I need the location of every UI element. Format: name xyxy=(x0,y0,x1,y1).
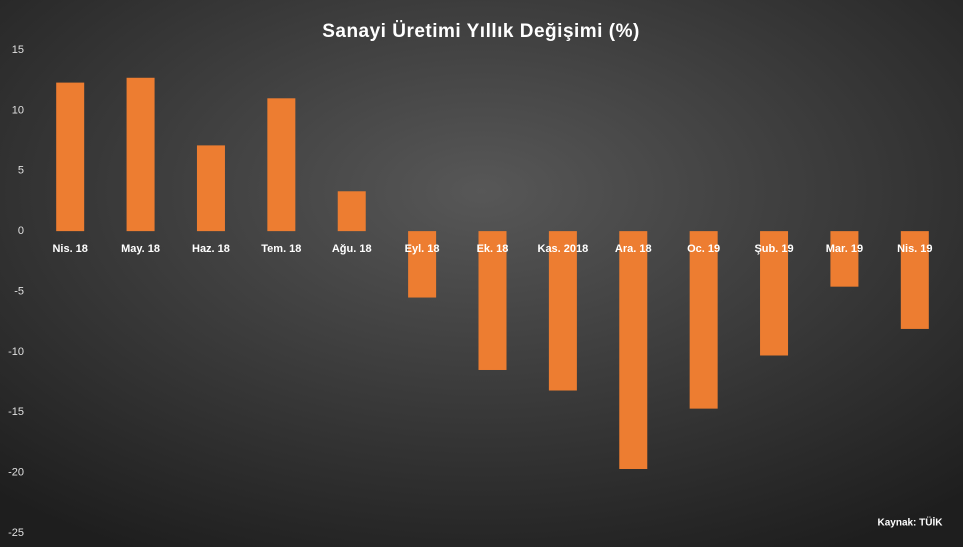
bar xyxy=(408,231,437,298)
y-tick-label: -20 xyxy=(8,467,24,479)
x-tick-label: Oc. 19 xyxy=(687,243,720,255)
x-tick-label: Eyl. 18 xyxy=(405,243,440,255)
y-tick-label: 5 xyxy=(18,165,24,177)
bar xyxy=(760,231,789,356)
chart-title: Sanayi Üretimi Yıllık Değişimi (%) xyxy=(322,21,640,42)
y-tick-label: 15 xyxy=(12,44,24,56)
y-tick-label: -10 xyxy=(8,346,24,358)
y-tick-label: 0 xyxy=(18,225,24,237)
y-tick-label: 10 xyxy=(12,104,24,116)
y-tick-label: -25 xyxy=(8,527,24,539)
y-tick-label: -15 xyxy=(8,406,24,418)
x-tick-label: Ara. 18 xyxy=(615,243,652,255)
bar xyxy=(548,231,577,391)
x-tick-label: Nis. 19 xyxy=(897,243,932,255)
x-tick-label: Nis. 18 xyxy=(52,243,87,255)
bar xyxy=(196,145,225,232)
bar xyxy=(900,231,929,329)
y-tick-label: -5 xyxy=(14,285,24,297)
x-tick-label: Haz. 18 xyxy=(192,243,230,255)
x-tick-label: May. 18 xyxy=(121,243,160,255)
bar xyxy=(267,98,296,232)
x-tick-label: Şub. 19 xyxy=(754,243,793,255)
x-tick-label: Kas. 2018 xyxy=(538,243,589,255)
bar xyxy=(830,231,859,287)
bar xyxy=(126,77,155,232)
x-tick-label: Mar. 19 xyxy=(826,243,863,255)
bar xyxy=(619,231,648,470)
x-tick-label: Ağu. 18 xyxy=(332,243,372,255)
x-tick-label: Ek. 18 xyxy=(477,243,509,255)
bar xyxy=(337,191,366,232)
bar xyxy=(689,231,718,409)
x-tick-label: Tem. 18 xyxy=(261,243,301,255)
bar xyxy=(56,82,85,232)
source-note: Kaynak: TÜİK xyxy=(877,516,943,529)
bar xyxy=(478,231,507,370)
